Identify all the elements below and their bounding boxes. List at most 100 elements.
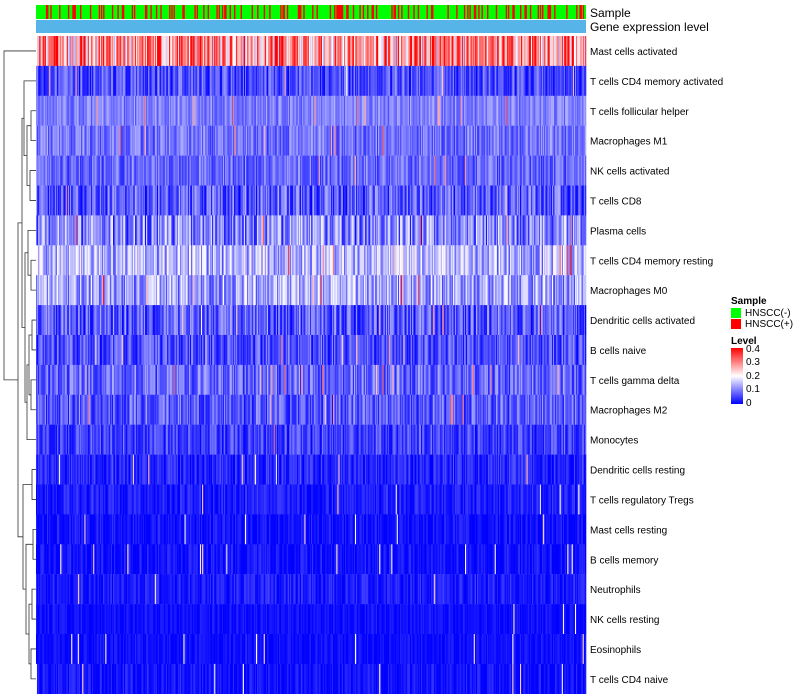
heatmap-cell	[114, 65, 116, 96]
heatmap-cell	[120, 215, 123, 246]
heatmap-cell	[103, 125, 105, 156]
heatmap-cell	[177, 125, 180, 156]
heatmap-cell	[528, 36, 531, 67]
heatmap-cell	[253, 245, 256, 276]
heatmap-cell	[302, 65, 304, 96]
heatmap-cell	[498, 36, 500, 67]
heatmap-cell	[476, 185, 478, 216]
heatmap-cell	[553, 275, 555, 306]
heatmap-cell	[520, 65, 522, 96]
heatmap-cell	[72, 95, 74, 126]
heatmap-cell	[89, 275, 92, 306]
heatmap-cell	[482, 95, 484, 126]
heatmap-cell	[322, 95, 324, 126]
heatmap-cell	[311, 65, 313, 96]
sample-marker-hnscc-pos	[337, 5, 339, 19]
heatmap-cell	[347, 185, 349, 216]
heatmap-cell	[191, 275, 193, 306]
heatmap-cell	[55, 275, 58, 306]
heatmap-cell	[78, 65, 81, 96]
heatmap-cell	[253, 155, 256, 186]
heatmap-cell	[294, 65, 296, 96]
heatmap-cell	[569, 95, 571, 126]
heatmap-cell	[414, 36, 416, 67]
heatmap-cell	[447, 155, 449, 186]
heatmap-cell	[330, 215, 333, 246]
heatmap-cell	[328, 65, 330, 96]
heatmap-cell	[227, 95, 229, 126]
heatmap-cell	[287, 185, 290, 216]
heatmap-cell	[516, 65, 519, 96]
heatmap-cell	[179, 245, 181, 276]
heatmap-cell	[121, 275, 124, 306]
heatmap-cell	[349, 125, 351, 156]
heatmap-cell	[87, 125, 90, 156]
heatmap-cell	[465, 185, 467, 216]
heatmap-cell	[174, 215, 176, 246]
heatmap-cell	[368, 245, 370, 276]
heatmap-cell	[67, 155, 70, 186]
heatmap-cell	[176, 215, 179, 246]
heatmap-cell	[209, 65, 212, 96]
heatmap-cell	[163, 155, 165, 186]
heatmap-cell	[97, 215, 99, 246]
heatmap-cell	[543, 275, 545, 306]
heatmap-cell	[109, 65, 112, 96]
heatmap-cell	[91, 36, 93, 67]
heatmap-cell	[463, 65, 466, 96]
heatmap-cell	[77, 36, 80, 67]
heatmap-cell	[250, 125, 252, 156]
heatmap-cell	[421, 95, 423, 126]
heatmap-cell	[368, 305, 370, 336]
heatmap-cell	[521, 245, 523, 276]
heatmap-cell	[54, 36, 57, 67]
heatmap-cell	[362, 125, 365, 156]
heatmap-cell	[389, 185, 391, 216]
heatmap-cell	[347, 275, 349, 306]
heatmap-cell	[537, 185, 539, 216]
heatmap-cell	[210, 215, 213, 246]
heatmap-cell	[471, 245, 473, 276]
heatmap-cell	[175, 275, 178, 306]
heatmap-cell	[162, 155, 164, 186]
heatmap-cell	[361, 155, 363, 186]
heatmap-cell	[188, 245, 191, 276]
heatmap-cell	[416, 125, 418, 156]
heatmap-cell	[394, 65, 396, 96]
heatmap-cell	[516, 36, 519, 67]
heatmap-cell	[245, 305, 247, 336]
heatmap-cell	[562, 245, 565, 276]
heatmap-cell	[77, 215, 80, 246]
heatmap-cell	[383, 245, 385, 276]
heatmap-cell	[182, 305, 184, 336]
heatmap-cell	[401, 65, 403, 96]
heatmap-cell	[208, 275, 211, 306]
heatmap-cell	[295, 95, 297, 126]
heatmap-cell	[258, 125, 260, 156]
heatmap-cell	[225, 305, 227, 336]
heatmap-cell	[340, 275, 343, 306]
heatmap-cell	[443, 65, 445, 96]
heatmap-cell	[47, 95, 49, 126]
heatmap-cell	[555, 125, 557, 156]
heatmap-cell	[501, 155, 503, 186]
heatmap-cell	[344, 275, 346, 306]
heatmap-cell	[350, 95, 352, 126]
heatmap-cell	[116, 95, 118, 126]
heatmap-cell	[496, 155, 499, 186]
heatmap-cell	[434, 245, 436, 276]
heatmap-cell	[89, 125, 92, 156]
heatmap-cell	[39, 275, 41, 306]
heatmap-cell	[432, 155, 434, 186]
heatmap-cell	[149, 95, 151, 126]
heatmap-cell	[217, 36, 219, 67]
heatmap-cell	[426, 305, 428, 336]
heatmap-cell	[212, 125, 214, 156]
heatmap-cell	[143, 305, 146, 336]
heatmap-cell	[115, 155, 117, 186]
heatmap-cell	[404, 305, 406, 336]
heatmap-cell	[180, 95, 182, 126]
heatmap-cell	[340, 36, 343, 67]
heatmap-cell	[87, 36, 90, 67]
heatmap-cell	[280, 185, 282, 216]
